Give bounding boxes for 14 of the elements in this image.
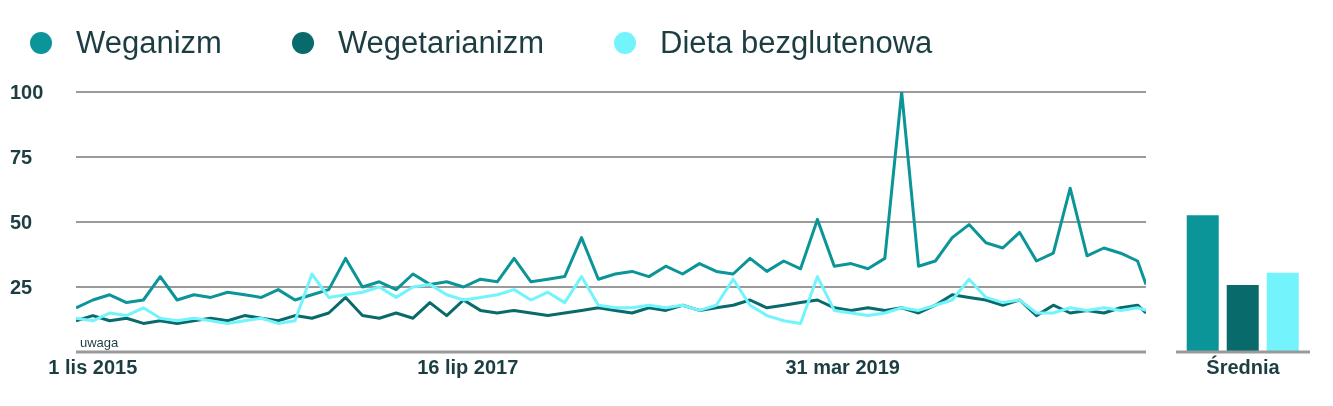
x-tick-label: 1 lis 2015 (48, 356, 138, 379)
x-tick-label: 31 mar 2019 (785, 356, 900, 379)
x-tick-label: Średnia (1206, 355, 1281, 379)
line-series (76, 272, 1146, 325)
annotation: uwaga (80, 335, 119, 350)
y-tick-label: 75 (10, 146, 33, 169)
y-tick-label: 25 (10, 276, 33, 299)
legend-label: Wegetarianizm (337, 25, 545, 61)
y-tick-label: 100 (10, 81, 44, 104)
legend-label: Weganizm (76, 25, 222, 61)
legend-label: Dieta bezglutenowa (660, 25, 933, 61)
line-series (76, 92, 1146, 310)
x-tick-label: 16 lip 2017 (417, 356, 519, 379)
y-tick-label: 50 (10, 211, 33, 234)
